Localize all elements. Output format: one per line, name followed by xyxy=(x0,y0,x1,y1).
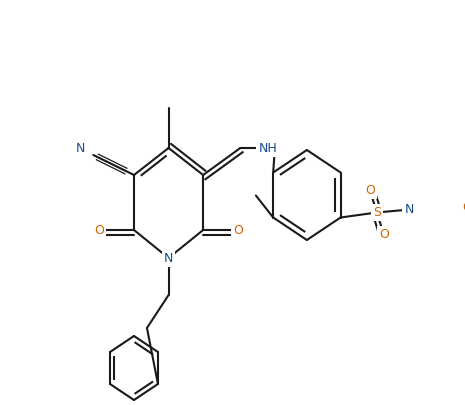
Text: O: O xyxy=(379,228,389,241)
Text: O: O xyxy=(94,224,104,237)
Text: N: N xyxy=(405,203,414,216)
Text: O: O xyxy=(462,201,465,214)
Text: S: S xyxy=(373,206,381,219)
Text: N: N xyxy=(76,141,85,154)
Text: NH: NH xyxy=(259,141,277,154)
Text: O: O xyxy=(365,184,375,197)
Text: N: N xyxy=(405,203,414,216)
Text: O: O xyxy=(233,224,243,237)
Text: N: N xyxy=(164,252,173,264)
